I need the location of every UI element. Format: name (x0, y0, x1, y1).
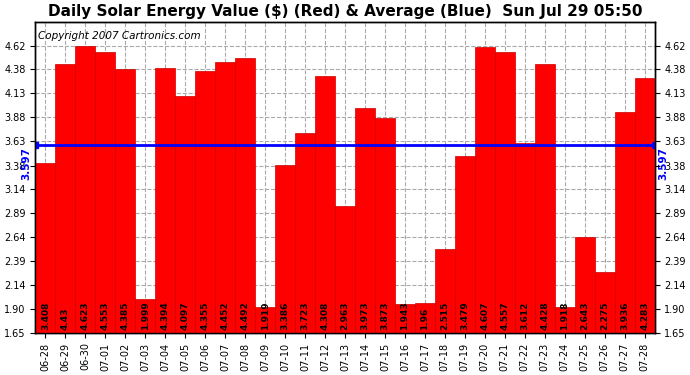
Text: 4.452: 4.452 (221, 301, 230, 330)
Text: 4.308: 4.308 (321, 302, 330, 330)
Bar (375, 118, 395, 375)
Bar (475, 47, 495, 375)
Bar (455, 156, 475, 375)
Text: 4.607: 4.607 (480, 302, 489, 330)
Text: 3.936: 3.936 (620, 302, 629, 330)
Bar (515, 143, 535, 375)
Bar (595, 272, 615, 375)
Bar (615, 112, 635, 375)
Bar (75, 46, 95, 375)
Bar (95, 53, 115, 375)
Text: 2.963: 2.963 (340, 302, 350, 330)
Bar (235, 58, 255, 375)
Bar (575, 237, 595, 375)
Bar (295, 132, 315, 375)
Bar (55, 64, 75, 375)
Bar (635, 78, 655, 375)
Bar (415, 303, 435, 375)
Text: 3.612: 3.612 (520, 302, 529, 330)
Bar (135, 299, 155, 375)
Text: 4.553: 4.553 (101, 302, 110, 330)
Text: 4.355: 4.355 (201, 302, 210, 330)
Text: 2.643: 2.643 (580, 302, 589, 330)
Bar (355, 108, 375, 375)
Text: 3.597: 3.597 (21, 147, 31, 180)
Text: 4.492: 4.492 (241, 301, 250, 330)
Bar (335, 206, 355, 375)
Text: 4.43: 4.43 (61, 308, 70, 330)
Text: 1.943: 1.943 (400, 301, 409, 330)
Text: 4.428: 4.428 (540, 301, 549, 330)
Text: 3.408: 3.408 (41, 302, 50, 330)
Text: 3.723: 3.723 (301, 302, 310, 330)
Text: 4.394: 4.394 (161, 301, 170, 330)
Bar (35, 163, 55, 375)
Title: Daily Solar Energy Value ($) (Red) & Average (Blue)  Sun Jul 29 05:50: Daily Solar Energy Value ($) (Red) & Ave… (48, 4, 642, 19)
Bar (175, 96, 195, 375)
Text: 3.973: 3.973 (360, 301, 369, 330)
Text: 1.96: 1.96 (420, 308, 429, 330)
Bar (495, 52, 515, 375)
Text: 4.283: 4.283 (640, 302, 649, 330)
Bar (535, 64, 555, 375)
Bar (255, 307, 275, 375)
Text: 4.557: 4.557 (500, 301, 509, 330)
Bar (435, 249, 455, 375)
Text: 3.873: 3.873 (380, 302, 389, 330)
Bar (395, 304, 415, 375)
Text: Copyright 2007 Cartronics.com: Copyright 2007 Cartronics.com (39, 31, 201, 41)
Text: 3.597: 3.597 (659, 147, 669, 180)
Text: 1.999: 1.999 (141, 301, 150, 330)
Text: 3.386: 3.386 (281, 302, 290, 330)
Bar (315, 76, 335, 375)
Bar (155, 68, 175, 375)
Text: 2.275: 2.275 (600, 302, 609, 330)
Text: 2.515: 2.515 (440, 302, 449, 330)
Bar (115, 69, 135, 375)
Bar (195, 72, 215, 375)
Bar (215, 62, 235, 375)
Text: 3.479: 3.479 (460, 301, 469, 330)
Text: 1.918: 1.918 (560, 302, 569, 330)
Text: 4.385: 4.385 (121, 302, 130, 330)
Bar (555, 307, 575, 375)
Text: 4.623: 4.623 (81, 302, 90, 330)
Text: 1.919: 1.919 (261, 301, 270, 330)
Text: 4.097: 4.097 (181, 301, 190, 330)
Bar (275, 165, 295, 375)
